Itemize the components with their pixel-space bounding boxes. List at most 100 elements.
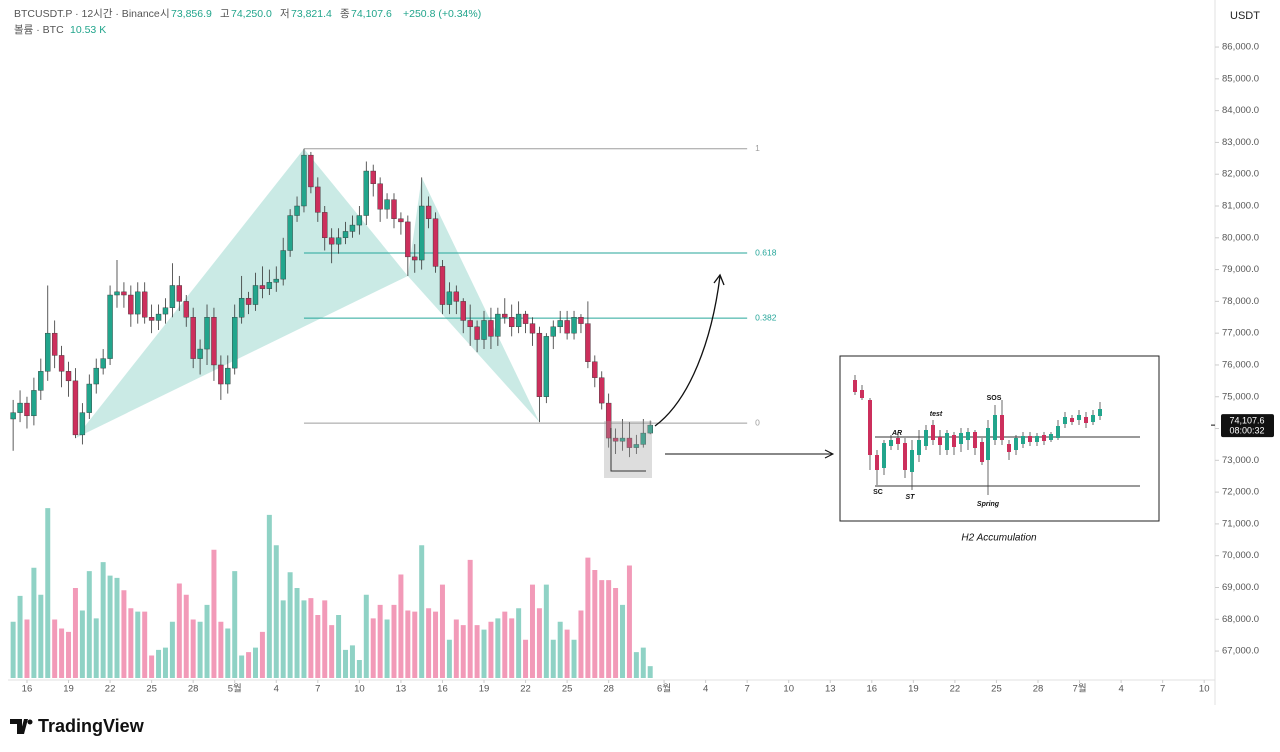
- candle-body: [287, 215, 293, 251]
- candle-body: [328, 237, 335, 245]
- x-tick-label: 7: [745, 684, 750, 695]
- fib-label: 0: [755, 417, 760, 427]
- volume-bar: [509, 618, 515, 678]
- candle-body: [515, 313, 522, 328]
- volume-bar: [218, 621, 224, 678]
- candle-body: [495, 313, 501, 337]
- x-tick-label: 13: [825, 684, 836, 695]
- volume-bar: [142, 611, 148, 678]
- candle-body: [58, 355, 65, 372]
- ohlc-label: 고: [220, 8, 230, 20]
- x-tick-label: 22: [105, 684, 116, 695]
- volume-bar: [176, 583, 182, 678]
- candle-body: [107, 294, 113, 359]
- ohlc-label: 시: [160, 8, 170, 20]
- volume-bar: [453, 619, 459, 678]
- volume-bar: [52, 619, 58, 678]
- candle-body: [578, 317, 584, 324]
- candle-body: [190, 317, 196, 359]
- x-tick-label: 7월: [1073, 683, 1087, 695]
- candle-body: [308, 154, 314, 188]
- volume-bar: [640, 647, 646, 678]
- price-tag-label: 74,107.6: [1229, 415, 1264, 425]
- x-tick-label: 25: [146, 684, 157, 695]
- candle-body: [100, 358, 106, 369]
- volume-bar: [606, 580, 612, 678]
- candle-body: [460, 301, 466, 321]
- candle-body: [169, 285, 176, 308]
- volume-bar: [405, 610, 411, 678]
- candle-body: [529, 323, 536, 334]
- volume-bar: [502, 611, 508, 678]
- candle-body: [522, 313, 529, 324]
- volume-bar: [460, 625, 466, 678]
- projection-curve: [654, 275, 721, 427]
- inset-label: test: [930, 411, 943, 418]
- ohlc-label: 종: [340, 8, 350, 20]
- candle-body: [467, 320, 473, 328]
- candle-body: [432, 218, 439, 267]
- volume-bar: [343, 649, 349, 678]
- volume-bar: [149, 655, 155, 678]
- volume-bar: [446, 639, 452, 678]
- x-tick-label: 5월: [228, 683, 242, 695]
- volume-bar: [349, 645, 355, 678]
- harmonic-pattern: [407, 177, 540, 423]
- candle-body: [605, 402, 612, 439]
- x-tick-label: 6월: [657, 683, 671, 695]
- volume-bar: [613, 588, 619, 678]
- candle-body: [398, 218, 404, 223]
- volume-bar: [529, 584, 535, 678]
- candle-body: [294, 205, 300, 216]
- candle-body: [571, 317, 577, 334]
- candle-body: [10, 412, 16, 420]
- candle-body: [509, 317, 515, 328]
- x-tick-label: 13: [396, 684, 407, 695]
- volume-bar: [280, 600, 286, 678]
- volume-bar: [266, 514, 272, 678]
- candle-body: [612, 437, 619, 442]
- volume-bar: [259, 631, 265, 678]
- volume-bar: [336, 615, 342, 678]
- y-tick-label: 67,000.0: [1222, 646, 1259, 657]
- y-tick-label: 70,000.0: [1222, 550, 1259, 561]
- candle-body: [453, 291, 460, 302]
- candle-body: [252, 285, 259, 305]
- volume-bar: [433, 611, 439, 678]
- candle-body: [488, 320, 494, 337]
- candle-body: [592, 361, 598, 378]
- volume-bar: [294, 588, 300, 678]
- volume-bar: [273, 545, 279, 678]
- candle-body: [425, 205, 432, 219]
- volume-bar: [197, 621, 203, 678]
- y-tick-label: 73,000.0: [1222, 455, 1259, 466]
- candle-body: [377, 183, 383, 210]
- y-tick-label: 69,000.0: [1222, 582, 1259, 593]
- candle-layer: [10, 148, 653, 458]
- candle-body: [17, 402, 23, 413]
- y-tick-label: 81,000.0: [1222, 201, 1259, 212]
- y-tick-label: 86,000.0: [1222, 42, 1259, 53]
- x-tick-label: 16: [867, 684, 878, 695]
- x-tick-label: 16: [437, 684, 448, 695]
- volume-bar: [419, 545, 425, 678]
- volume-bar: [412, 611, 418, 678]
- y-tick-label: 75,000.0: [1222, 391, 1259, 402]
- candle-body: [633, 444, 640, 448]
- candle-body: [349, 224, 356, 232]
- volume-bar: [516, 608, 522, 678]
- volume-bar: [301, 600, 307, 678]
- candle-body: [599, 377, 605, 404]
- candle-body: [439, 266, 446, 305]
- candle-body: [412, 256, 418, 261]
- volume-bar: [156, 649, 162, 678]
- volume-bar: [550, 639, 556, 678]
- box-marker: [610, 428, 646, 472]
- candle-body: [647, 424, 653, 434]
- y-tick-label: 82,000.0: [1222, 169, 1259, 180]
- symbol: BTCUSDT.P · 12시간 · Binance: [14, 8, 160, 20]
- x-tick-label: 22: [520, 684, 531, 695]
- volume-bar: [384, 619, 390, 678]
- y-tick-label: 71,000.0: [1222, 518, 1259, 529]
